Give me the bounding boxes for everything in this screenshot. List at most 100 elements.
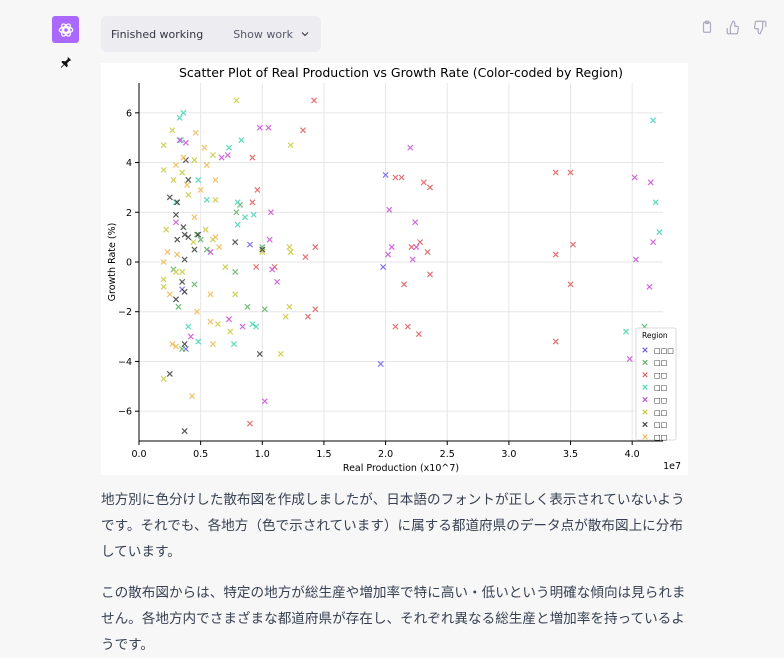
data-point — [184, 181, 191, 188]
x-tick-label: 2.0 — [378, 449, 393, 460]
data-point — [191, 214, 198, 221]
data-point — [246, 420, 253, 427]
thumbs-down-icon — [753, 20, 766, 34]
data-point — [166, 370, 173, 377]
legend-marker — [642, 434, 648, 440]
data-point — [312, 306, 319, 313]
data-point — [172, 219, 180, 226]
data-point — [214, 321, 221, 328]
data-point — [160, 258, 167, 266]
data-point — [193, 308, 200, 315]
data-point — [407, 144, 414, 151]
data-point — [203, 246, 210, 253]
data-point — [169, 341, 176, 348]
data-point — [212, 176, 219, 183]
legend-marker — [642, 396, 648, 403]
data-point — [203, 162, 210, 169]
data-point — [202, 226, 209, 233]
x-tick-label: 1.5 — [316, 449, 331, 460]
data-point — [172, 268, 180, 275]
data-point — [195, 176, 202, 183]
data-point — [249, 199, 256, 206]
data-point — [267, 209, 274, 216]
data-point — [179, 278, 186, 285]
data-point — [163, 226, 170, 233]
legend-marker — [642, 384, 648, 390]
thumbs-up-button[interactable] — [724, 18, 742, 36]
data-point — [386, 206, 393, 213]
data-point — [287, 249, 294, 256]
data-point — [172, 211, 180, 218]
data-point — [160, 276, 167, 283]
response-paragraph-1: 地方別に色分けした散布図を作成しましたが、日本語のフォントが正しく表示されていな… — [101, 492, 685, 560]
data-point — [185, 323, 192, 330]
data-point — [311, 97, 318, 104]
chart-title: Scatter Plot of Real Production vs Growt… — [179, 65, 623, 80]
legend-entry: □□ — [654, 421, 667, 429]
data-point — [203, 196, 210, 203]
data-point — [287, 142, 294, 149]
work-status-pill[interactable]: Finished working Show work — [101, 16, 321, 52]
data-point — [299, 127, 307, 134]
copy-button[interactable] — [698, 18, 716, 36]
data-point — [632, 256, 639, 263]
data-point — [179, 268, 186, 275]
data-point — [420, 179, 427, 186]
data-point — [552, 251, 559, 258]
legend-title: Region — [642, 331, 668, 340]
data-point — [256, 124, 263, 131]
x-tick-label: 3.0 — [501, 449, 516, 460]
pin-icon[interactable] — [58, 55, 74, 71]
data-point — [185, 176, 192, 183]
data-point — [652, 199, 659, 206]
data-point — [408, 244, 415, 251]
data-point — [234, 221, 241, 228]
data-point — [392, 174, 399, 181]
data-point — [193, 231, 200, 238]
data-point — [197, 236, 204, 243]
data-point — [172, 199, 180, 206]
chevron-down-icon[interactable] — [299, 28, 311, 40]
thumbs-down-button[interactable] — [750, 18, 768, 36]
data-point — [567, 281, 574, 288]
data-point — [172, 296, 180, 303]
data-point — [238, 137, 245, 144]
legend-marker — [642, 421, 648, 428]
x-tick-label: 0.5 — [193, 449, 208, 460]
data-point — [265, 124, 272, 131]
data-point — [209, 152, 217, 159]
data-point — [412, 219, 419, 226]
data-point — [304, 313, 311, 320]
data-point — [185, 234, 192, 241]
message-actions — [698, 18, 768, 36]
data-point — [172, 343, 180, 350]
data-point — [181, 428, 188, 435]
data-point — [286, 303, 293, 310]
data-point — [426, 184, 433, 191]
data-point — [230, 341, 237, 348]
data-point — [181, 341, 188, 348]
data-point — [377, 360, 384, 367]
data-point — [253, 323, 260, 330]
data-point — [253, 263, 260, 270]
data-point — [249, 321, 256, 328]
y-tick-label: −6 — [118, 407, 132, 418]
data-point — [401, 281, 408, 288]
data-point — [207, 318, 214, 325]
data-point — [166, 291, 173, 298]
data-point — [569, 241, 577, 248]
data-point — [192, 129, 199, 136]
data-point — [388, 244, 395, 251]
data-point — [239, 323, 246, 330]
data-point — [269, 266, 276, 273]
data-point — [160, 166, 167, 174]
y-tick-label: −2 — [118, 307, 132, 318]
data-point — [409, 256, 416, 263]
data-point — [656, 229, 663, 236]
response-paragraph-2: この散布図からは、特定の地方が総生産や増加率で特に高い・低いという明確な傾向は見… — [101, 585, 686, 653]
data-point — [195, 338, 202, 345]
x-offset-label: 1e7 — [663, 461, 681, 472]
data-point — [415, 331, 422, 338]
show-work-button[interactable]: Show work — [233, 27, 293, 41]
data-point — [174, 251, 181, 258]
